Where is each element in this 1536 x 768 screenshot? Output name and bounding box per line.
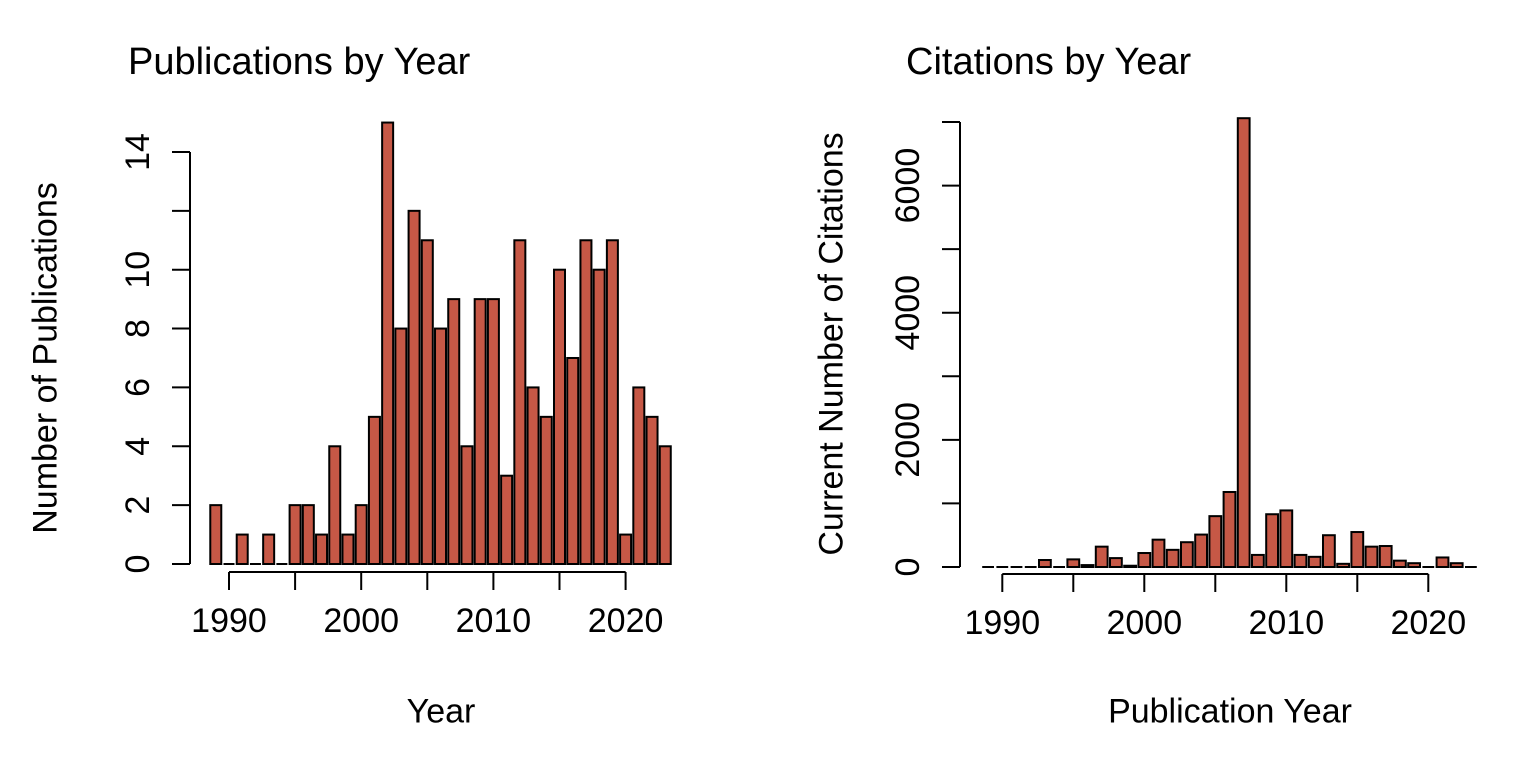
y-tick-label: 10: [119, 251, 157, 289]
x-tick-label: 1990: [191, 602, 267, 640]
tick-labels: 0 2000 4000 6000 1990 2000 2010 2020: [889, 148, 1466, 642]
bar-2015: [553, 268, 566, 565]
y-tick-label: 0: [119, 555, 157, 574]
bar-2012: [513, 239, 527, 566]
x-tick-label: 2020: [588, 602, 664, 640]
bar-1989: [209, 504, 223, 566]
bar-2003: [394, 327, 408, 565]
bar-2021: [1435, 556, 1450, 568]
y-tick-label: 14: [119, 133, 157, 171]
bar-2011: [1293, 553, 1308, 568]
bar-1995: [288, 504, 302, 566]
y-tick-label: 6: [119, 378, 157, 397]
bar-2016: [566, 356, 580, 565]
publications-title: Publications by Year: [128, 41, 471, 83]
bar-1996: [301, 504, 315, 566]
bar-2010: [1279, 509, 1294, 568]
bar-2016: [1364, 545, 1379, 568]
bar-2018: [1393, 559, 1407, 569]
x-tick-label: 2020: [1390, 604, 1466, 642]
bar-2004: [407, 209, 421, 565]
x-tick-label: 2000: [1106, 604, 1182, 642]
x-tick-label: 2000: [323, 602, 399, 640]
bar-2008: [1251, 553, 1265, 568]
bar-2017: [579, 239, 593, 566]
y-tick-label: 8: [119, 319, 157, 338]
bar-1993: [1038, 559, 1052, 569]
citations-x-axis-label: Publication Year: [1108, 692, 1352, 731]
bar-1997: [1094, 545, 1109, 568]
publications-panel: Publications by Year Number of Publicati…: [27, 41, 672, 731]
bars: [982, 117, 1477, 569]
bars: [209, 121, 672, 566]
bar-2009: [473, 298, 487, 565]
bar-2002: [1165, 548, 1180, 569]
bar-2022: [645, 415, 659, 565]
bar-2006: [434, 327, 448, 565]
bar-2009: [1265, 513, 1280, 568]
citations-bar-plot: 0 2000 4000 6000 1990 2000 2010 2020: [889, 117, 1477, 642]
bar-1995: [1066, 558, 1081, 568]
y-tick-label: 2: [119, 496, 157, 515]
bar-2012: [1307, 555, 1322, 568]
bar-2002: [381, 121, 395, 566]
bar-2021: [632, 386, 646, 566]
y-tick-label: 4000: [889, 275, 927, 351]
bar-2022: [1449, 562, 1464, 568]
bar-2013: [526, 386, 540, 566]
bar-2020: [619, 533, 633, 566]
bar-2005: [420, 239, 434, 566]
bar-2000: [1137, 552, 1152, 568]
citations-title: Citations by Year: [906, 41, 1192, 83]
bar-2007: [447, 298, 461, 565]
bar-2006: [1222, 490, 1237, 568]
bar-1993: [262, 533, 276, 566]
bar-1999: [341, 533, 355, 566]
bar-2015: [1350, 531, 1365, 568]
bar-2005: [1208, 515, 1223, 568]
y-tick-label: 4: [119, 437, 157, 456]
publications-x-axis-label: Year: [406, 692, 476, 731]
bar-1999: [1123, 564, 1138, 568]
y-tick-label: 6000: [889, 148, 927, 224]
axes: [172, 150, 627, 590]
bar-1998: [1109, 557, 1123, 569]
bar-2004: [1194, 533, 1209, 568]
bar-1998: [328, 445, 342, 565]
bar-2019: [1407, 562, 1422, 568]
bar-2008: [460, 445, 474, 565]
bar-1991: [235, 533, 249, 566]
bar-2001: [367, 415, 381, 565]
x-tick-label: 1990: [964, 604, 1040, 642]
y-tick-label: 2000: [889, 402, 927, 478]
bar-2010: [486, 298, 500, 565]
bar-2003: [1180, 541, 1194, 569]
bar-2013: [1322, 534, 1336, 569]
bar-2000: [354, 504, 368, 566]
bar-2017: [1378, 545, 1393, 569]
tick-labels: 0 2 4 6 8 10 14 1990 2000 2010 2020: [119, 133, 663, 640]
bar-2018: [592, 268, 606, 565]
x-tick-label: 2010: [1248, 604, 1324, 642]
bar-2011: [500, 474, 514, 565]
x-tick-label: 2010: [456, 602, 532, 640]
publications-bar-plot: 0 2 4 6 8 10 14 1990 2000 2010 2020: [119, 121, 672, 640]
bar-2007: [1236, 117, 1251, 568]
y-tick-label: 0: [889, 558, 927, 577]
bar-1997: [315, 533, 329, 566]
bar-2019: [605, 239, 619, 566]
axes: [942, 121, 1430, 592]
bar-2014: [539, 415, 553, 565]
bar-2001: [1151, 538, 1166, 569]
bar-1996: [1080, 564, 1095, 568]
citations-panel: Citations by Year Current Number of Cita…: [768, 0, 1536, 768]
bar-2023: [658, 445, 672, 565]
bar-2014: [1336, 562, 1351, 568]
